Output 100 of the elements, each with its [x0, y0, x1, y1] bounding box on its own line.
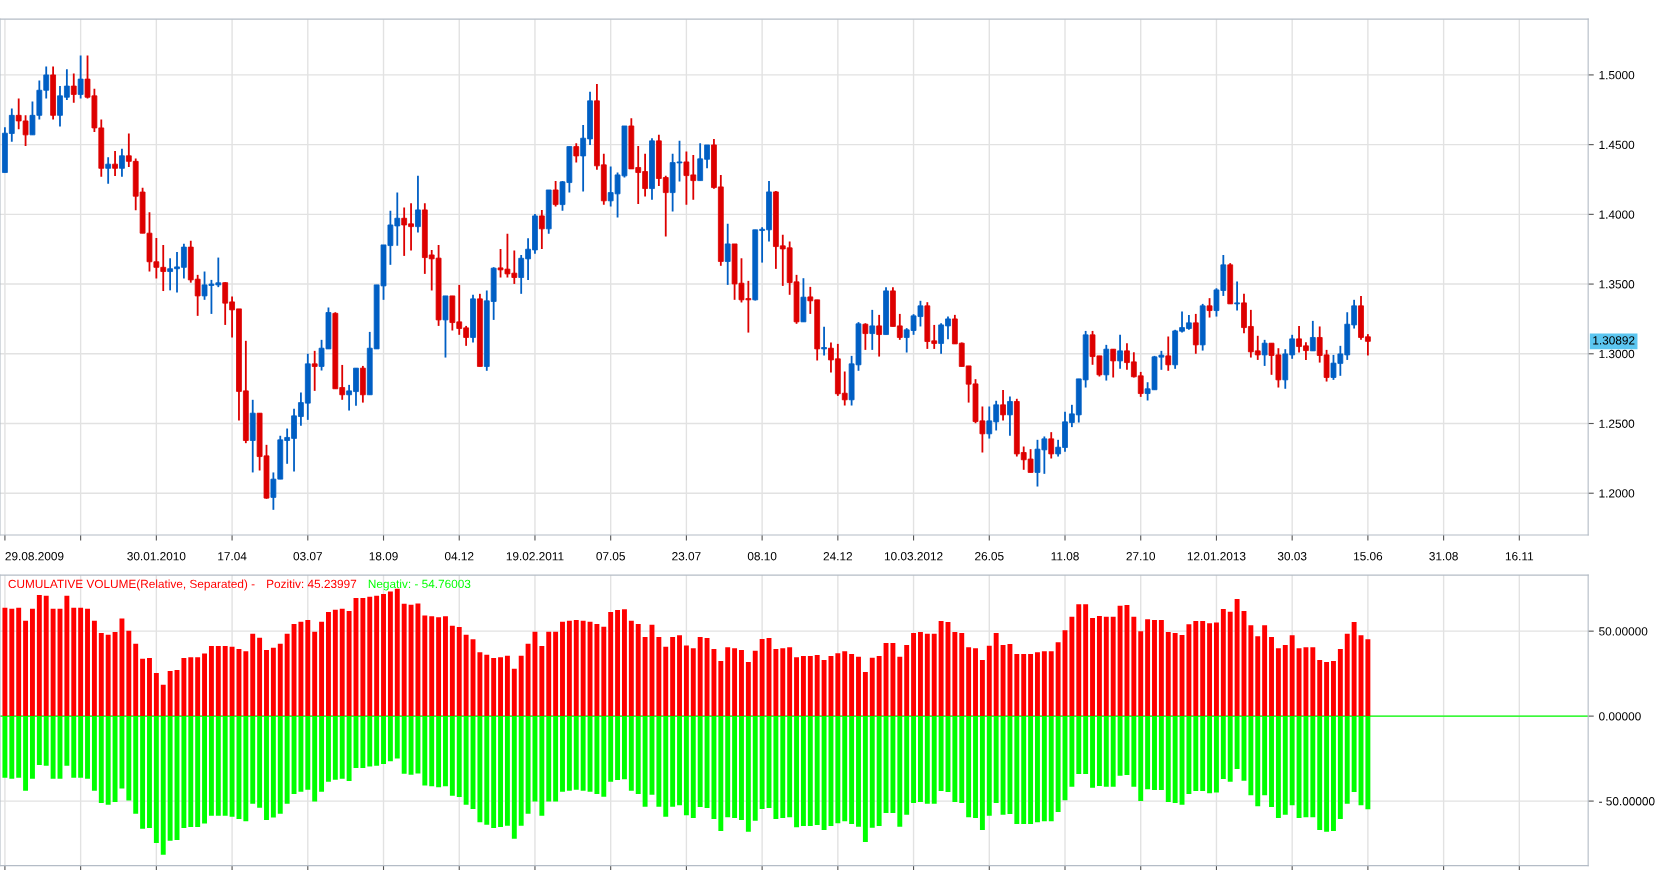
bar	[725, 647, 731, 717]
bar	[608, 611, 614, 717]
x-tick-label: 12.01.2013	[1187, 552, 1246, 561]
bar	[85, 608, 90, 717]
bar	[518, 655, 524, 717]
bar	[222, 645, 228, 717]
bar	[195, 657, 201, 717]
chart-title: CUMULATIVE VOLUME(Relative, Separated) -	[8, 579, 255, 591]
bar	[931, 633, 937, 717]
bar	[683, 645, 689, 717]
bar	[250, 633, 256, 717]
x-tick-label: 04.12	[444, 552, 474, 561]
bar	[821, 660, 827, 717]
candlestick	[1117, 333, 1123, 370]
candlestick	[869, 308, 876, 351]
bar	[677, 635, 682, 717]
bar	[1048, 651, 1054, 717]
bar	[759, 638, 765, 717]
bar	[2, 607, 8, 717]
bar	[752, 650, 758, 717]
bar	[621, 609, 627, 717]
x-tick-label: 29.08.2009	[5, 552, 64, 561]
bar	[264, 650, 269, 717]
bar	[1083, 604, 1089, 717]
bar	[312, 631, 318, 717]
x-tick-label: 03.07	[293, 552, 322, 561]
x-tick-label: 30.01.2010	[127, 552, 186, 561]
bar	[367, 596, 373, 717]
y-tick-label: 1.2500	[1599, 419, 1635, 428]
bar	[1090, 617, 1095, 717]
bar	[498, 657, 503, 717]
bar	[546, 631, 552, 717]
candlestick	[862, 322, 869, 351]
y-tick-label: 1.5000	[1599, 70, 1635, 80]
bar	[539, 645, 545, 717]
bar	[91, 620, 97, 717]
bar	[862, 672, 868, 717]
bar	[697, 637, 703, 717]
bar	[491, 658, 497, 717]
bar	[381, 594, 386, 717]
x-tick-label: 27.10	[1126, 552, 1156, 561]
bar	[202, 653, 207, 717]
bar	[670, 636, 676, 717]
bar	[1131, 616, 1137, 717]
bar	[897, 656, 903, 717]
bar	[422, 615, 428, 717]
bar	[1172, 633, 1178, 717]
bar	[1262, 625, 1268, 717]
bar	[1207, 623, 1213, 717]
bar	[1310, 647, 1316, 717]
bar	[449, 625, 455, 717]
bar	[16, 607, 22, 717]
bar	[284, 633, 290, 717]
bar	[1275, 648, 1281, 717]
bar	[794, 657, 799, 717]
bar	[973, 648, 978, 717]
bar	[1014, 654, 1020, 717]
bar	[181, 658, 187, 717]
bar	[1110, 616, 1116, 717]
bar	[1248, 625, 1254, 717]
x-tick-label: 11.08	[1051, 552, 1079, 561]
bar	[869, 657, 875, 717]
text: 1.30892	[1593, 336, 1635, 345]
bar	[1055, 642, 1061, 717]
candlestick	[724, 222, 731, 286]
bar	[277, 643, 283, 717]
bar	[1200, 621, 1206, 717]
bar	[1317, 660, 1323, 717]
candlestick	[112, 150, 118, 177]
bar	[1076, 604, 1082, 717]
candlestick	[70, 72, 77, 104]
candlestick	[415, 174, 421, 234]
bar	[43, 595, 49, 717]
bar	[1289, 635, 1295, 717]
candlestick	[876, 313, 883, 358]
bar	[140, 658, 146, 717]
bar	[29, 608, 35, 717]
bar	[635, 624, 641, 717]
candlestick	[1234, 280, 1240, 312]
bar	[594, 624, 600, 717]
bar	[443, 616, 448, 717]
bar	[50, 608, 56, 717]
bar	[993, 633, 999, 717]
bar	[601, 626, 607, 717]
bar	[525, 643, 531, 717]
bar	[208, 645, 214, 717]
candlestick	[538, 208, 545, 250]
bar	[339, 608, 345, 717]
bar	[642, 636, 648, 717]
bar	[1234, 599, 1240, 717]
bar	[167, 670, 173, 717]
bar	[663, 646, 669, 717]
bar	[1269, 637, 1274, 717]
bar	[580, 620, 586, 717]
bar	[904, 644, 910, 717]
bar	[718, 661, 724, 717]
candlestick	[105, 156, 112, 185]
bar	[952, 632, 958, 717]
candlestick	[1048, 431, 1055, 460]
y-tick-label: 50.00000	[1599, 627, 1648, 636]
